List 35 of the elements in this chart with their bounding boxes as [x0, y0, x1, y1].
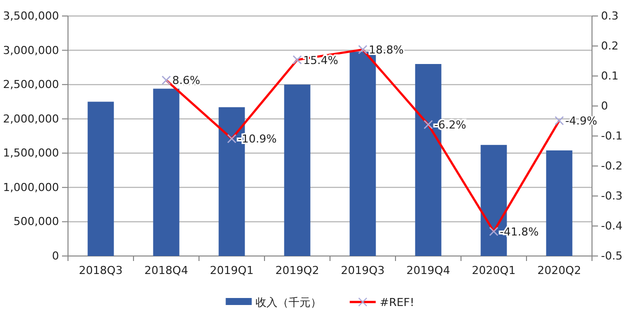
y2-tick-label: -0.1: [601, 130, 622, 143]
legend-label: #REF!: [380, 296, 414, 309]
y-tick-label: 3,000,000: [3, 44, 59, 57]
data-label: 8.6%: [172, 74, 200, 88]
y-tick-label: 0: [52, 250, 59, 263]
x-tick-label: 2018Q3: [78, 264, 123, 277]
y-tick-label: 1,500,000: [3, 146, 59, 160]
x-tick-label: 2019Q4: [406, 264, 450, 277]
bar: [284, 84, 310, 256]
y-tick-label: 2,000,000: [3, 112, 59, 126]
x-tick-label: 2019Q2: [275, 264, 320, 277]
x-tick-label: 2020Q2: [537, 264, 582, 277]
y2-tick-label: -0.4: [601, 220, 622, 233]
y2-tick-label: -0.3: [601, 190, 622, 203]
y-tick-label: 3,500,000: [3, 10, 59, 23]
bar: [546, 150, 572, 256]
x-tick-label: 2019Q1: [210, 264, 254, 277]
y-tick-label: 500,000: [14, 215, 59, 228]
y-tick-label: 1,000,000: [3, 180, 59, 194]
x-tick-label: 2019Q3: [340, 264, 385, 277]
y2-tick-label: -0.5: [601, 250, 622, 263]
y2-tick-label: -0.2: [601, 160, 622, 173]
y2-tick-label: 0.1: [601, 70, 618, 83]
data-label: 15.4%: [303, 54, 338, 67]
data-label: 18.8%: [368, 44, 404, 57]
data-label: -4.9%: [565, 114, 598, 128]
y-tick-label: 2,500,000: [3, 78, 59, 92]
legend-label: 收入（千元）: [256, 296, 322, 309]
x-tick-label: 2020Q1: [472, 264, 516, 277]
y2-tick-label: 0.3: [601, 10, 618, 23]
bar: [88, 102, 114, 256]
y2-tick-label: 0: [601, 100, 608, 113]
bar: [153, 88, 180, 256]
y2-tick-label: 0.2: [601, 40, 618, 53]
x-tick-label: 2018Q4: [144, 264, 188, 277]
